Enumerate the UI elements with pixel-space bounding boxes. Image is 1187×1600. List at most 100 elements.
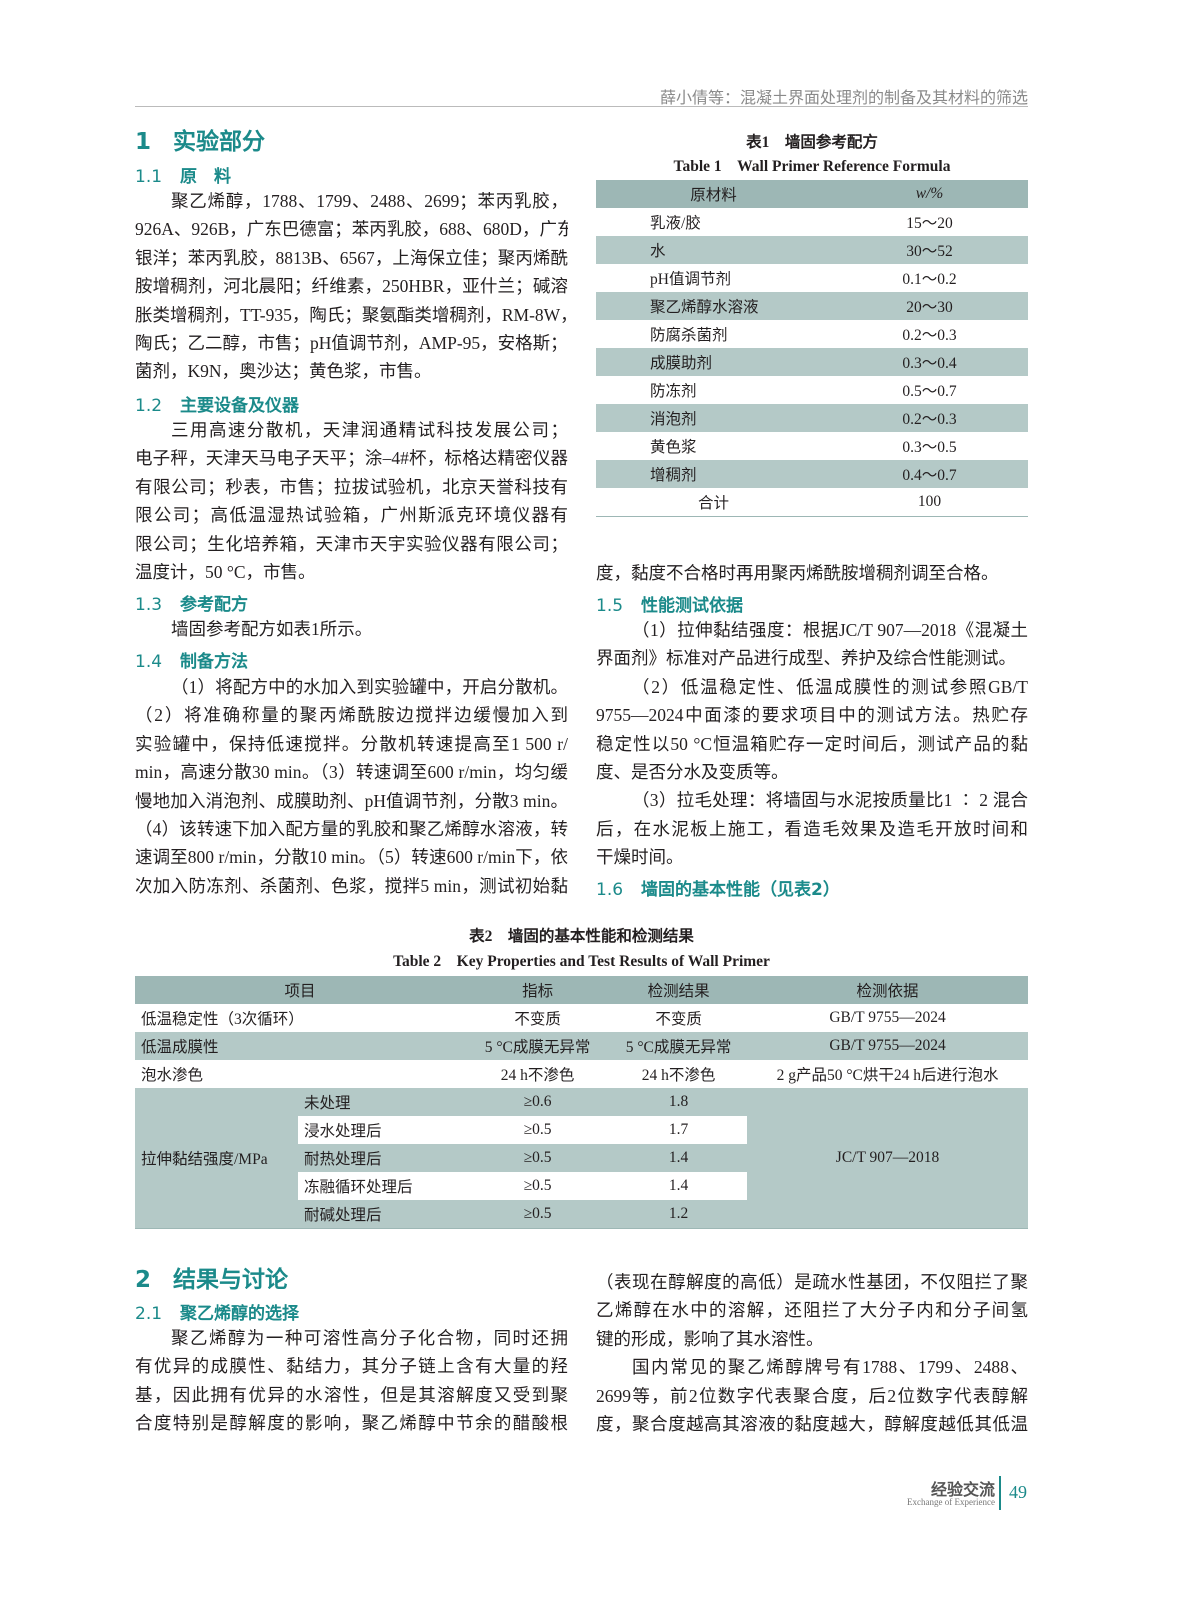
table2-treatment: 冻融循环处理后 (298, 1172, 466, 1200)
table1-material: 防腐杀菌剂 (650, 327, 728, 344)
text-line: 926A、926B，广东巴德富；苯丙乳胶，688、680D，广东 (135, 219, 568, 240)
table1-header-fraction: w/% (831, 180, 1028, 208)
text-line: 键的形成，影响了其水溶性。 (596, 1328, 824, 1349)
page-number: 49 (1009, 1482, 1027, 1502)
table2-item: 低温稳定性（3次循环） (135, 1004, 466, 1032)
text-line: 胺增稠剂，河北晨阳；纤维素，250HBR，亚什兰；碱溶 (135, 276, 568, 297)
section-1-6-heading: 1.6 墙固的基本性能（见表2） (596, 880, 840, 900)
table2-row: 泡水渗色 24 h不渗色 24 h不渗色 2 g产品50 °C烘干24 h后进行… (135, 1060, 1028, 1088)
text-line: 乙烯醇在水中的溶解，还阻拦了大分子内和分子间氢 (596, 1300, 1028, 1321)
table2-result: 不变质 (610, 1004, 748, 1032)
table1-fraction: 0.2～0.3 (831, 404, 1028, 432)
section-2-1-body: 聚乙烯醇为一种可溶性高分子化合物，同时还拥有优异的成膜性、黏结力，其分子链上含有… (135, 1324, 568, 1438)
table1-material: 水 (596, 236, 831, 264)
table1-header-row: 原材料 w/% (596, 180, 1028, 208)
table1-material: 增稠剂 (596, 460, 831, 488)
table2: 项目 指标 检测结果 检测依据 低温稳定性（3次循环） 不变质 不变质 GB/T… (135, 976, 1028, 1229)
text-line: 限公司；高低温湿热试验箱，广州斯派克环境仪器有 (135, 505, 568, 526)
footer-column-title: 经验交流 (930, 1480, 995, 1499)
table2-caption-en: Table 2 Key Properties and Test Results … (393, 953, 770, 970)
table1-header-material: 原材料 (596, 180, 831, 208)
table2-header-basis: 检测依据 (747, 976, 1028, 1004)
text-line: （1）将配方中的水加入到实验罐中，开启分散机。 (171, 677, 568, 697)
table2-result: 1.7 (610, 1116, 748, 1144)
text-line: 干燥时间。 (596, 847, 684, 868)
table2-result: 1.4 (610, 1172, 748, 1200)
section-1-2-heading: 1.2 主要设备及仪器 (135, 396, 299, 416)
table1-fraction: 15～20 (906, 215, 953, 232)
table2-basis: 2 g产品50 °C烘干24 h后进行泡水 (747, 1060, 1028, 1088)
table1-material: 聚乙烯醇水溶液 (596, 292, 831, 320)
table2-tensile-row: 冻融循环处理后 ≥0.5 1.4 (135, 1172, 1028, 1200)
table2-tensile-row: 耐热处理后 ≥0.5 1.4 (135, 1144, 1028, 1172)
section-1-3-body: 墙固参考配方如表1所示。 (135, 615, 568, 643)
section-1-1-body: 聚乙烯醇，1788、1799、2488、2699；苯丙乳胶， 926A、926B，… (135, 187, 568, 386)
table2-spec: ≥0.5 (465, 1116, 611, 1144)
text-line: min，高速分散30 min。（3）转速调至600 r/min，均匀缓 (135, 762, 568, 783)
text-line: 有优异的成膜性、黏结力，其分子链上含有大量的羟 (135, 1356, 568, 1377)
text-line: （1）拉伸黏结强度：根据JC/T 907—2018《混凝土 (632, 620, 1028, 640)
table2-treatment: 耐热处理后 (298, 1144, 466, 1172)
text-line: 有限公司；秒表，市售；拉拔试验机，北京天誉科技有 (135, 476, 568, 497)
text-line: 后，在水泥板上施工，看造毛效果及造毛开放时间和 (596, 818, 1028, 839)
section-1-4-body: （1）将配方中的水加入到实验罐中，开启分散机。 （2）将准确称量的聚丙烯酰胺边搅拌… (135, 673, 568, 900)
table2-basis: GB/T 9755—2024 (747, 1004, 1028, 1032)
section-2-heading: 2 结果与讨论 (135, 1267, 288, 1293)
text-line: 慢地加入消泡剂、成膜助剂、pH值调节剂，分散3 min。 (135, 790, 568, 811)
running-title: 薛小倩等：混凝土界面处理剂的制备及其材料的筛选 (659, 88, 1028, 107)
text-line: （表现在醇解度的高低）是疏水性基团，不仅阻拦了聚 (596, 1272, 1028, 1292)
footer-divider (999, 1476, 1001, 1510)
table2-treatment: 耐碱处理后 (298, 1200, 466, 1229)
table2-result: 1.4 (610, 1144, 748, 1172)
table2-header-spec: 指标 (465, 976, 611, 1004)
section-2-1-heading: 2.1 聚乙烯醇的选择 (135, 1304, 299, 1324)
table2-row: 低温成膜性 5 °C成膜无异常 5 °C成膜无异常 GB/T 9755—2024 (135, 1032, 1028, 1060)
table2-spec: 5 °C成膜无异常 (465, 1032, 611, 1060)
table2-result: 1.2 (610, 1200, 748, 1229)
table1-row: 黄色浆 0.3～0.5 (596, 432, 1028, 460)
section-1-3-heading: 1.3 参考配方 (135, 595, 248, 615)
table2-tensile-label: 拉伸黏结强度/MPa (135, 1088, 298, 1229)
text-line: 胀类增稠剂，TT-935，陶氏；聚氨酯类增稠剂，RM-8W， (135, 304, 568, 325)
table2-item: 泡水渗色 (135, 1060, 466, 1088)
text-line: 聚乙烯醇，1788、1799、2488、2699；苯丙乳胶， (171, 191, 568, 211)
table2-spec: ≥0.6 (465, 1088, 611, 1116)
table2-tensile-row: 拉伸黏结强度/MPa 未处理 ≥0.6 1.8 JC/T 907—2018 (135, 1088, 1028, 1229)
table1-fraction: 0.3～0.4 (831, 348, 1028, 376)
table1-row: 增稠剂 0.4～0.7 (596, 460, 1028, 488)
table1-row: 乳液/胶 15～20 (596, 208, 1028, 236)
table1-material: pH值调节剂 (650, 271, 731, 288)
text-line: 墙固参考配方如表1所示。 (171, 619, 373, 639)
table2-result: 24 h不渗色 (610, 1060, 748, 1088)
section-1-heading: 1 实验部分 (135, 129, 265, 155)
text-line: 次加入防冻剂、杀菌剂、色浆，搅拌5 min，测试初始黏 (135, 875, 568, 896)
table2-header-item: 项目 (135, 976, 466, 1004)
text-line: 稳定性以50 °C恒温箱贮存一定时间后，测试产品的黏 (596, 733, 1028, 754)
text-line: 聚乙烯醇为一种可溶性高分子化合物，同时还拥 (171, 1328, 568, 1348)
table2-result: 5 °C成膜无异常 (610, 1032, 748, 1060)
table1-row: 成膜助剂 0.3～0.4 (596, 348, 1028, 376)
text-line: 国内常见的聚乙烯醇牌号有1788、1799、2488、 (632, 1357, 1028, 1378)
text-line: 温度计，50 °C，市售。 (135, 561, 316, 582)
table1-total-row: 合计 100 (596, 488, 1028, 517)
table2-treatment: 浸水处理后 (298, 1116, 466, 1144)
table2-caption-cn: 表2 墙固的基本性能和检测结果 (469, 928, 694, 945)
text-line: 2699等，前2位数字代表聚合度，后2位数字代表醇解 (596, 1385, 1028, 1406)
text-line: 界面剂》标准对产品进行成型、养护及综合性能测试。 (596, 648, 1016, 669)
text-line: 度，黏度不合格时再用聚丙烯酰胺增稠剂调至合格。 (596, 563, 999, 583)
table1-fraction: 30～52 (831, 236, 1028, 264)
text-line: 合度特别是醇解度的影响，聚乙烯醇中节余的醋酸根 (135, 1413, 568, 1434)
table1-fraction: 0.2～0.3 (902, 327, 957, 344)
table2-tensile-row: 耐碱处理后 ≥0.5 1.2 (135, 1200, 1028, 1229)
text-line: 银洋；苯丙乳胶，8813B、6567，上海保立佳；聚丙烯酰 (135, 247, 568, 268)
text-line: （4）该转速下加入配方量的乳胶和聚乙烯醇水溶液，转 (135, 818, 568, 839)
table1-row: 防冻剂 0.5～0.7 (596, 376, 1028, 404)
table1-material: 消泡剂 (596, 404, 831, 432)
table1-row: 消泡剂 0.2～0.3 (596, 404, 1028, 432)
text-line: 速调至800 r/min，分散10 min。（5）转速600 r/min下，依 (135, 847, 568, 868)
text-line: 度，聚合度越高其溶液的黏度越大，醇解度越低其低温 (596, 1413, 1028, 1434)
text-line: 陶氏；乙二醇，市售；pH值调节剂，AMP-95，安格斯；杀 (135, 332, 568, 353)
text-line: 限公司；生化培养箱，天津市天宇实验仪器有限公司； (135, 533, 568, 554)
table1-material: 黄色浆 (650, 439, 697, 456)
text-line: 基，因此拥有优异的水溶性，但是其溶解度又受到聚 (135, 1384, 568, 1405)
